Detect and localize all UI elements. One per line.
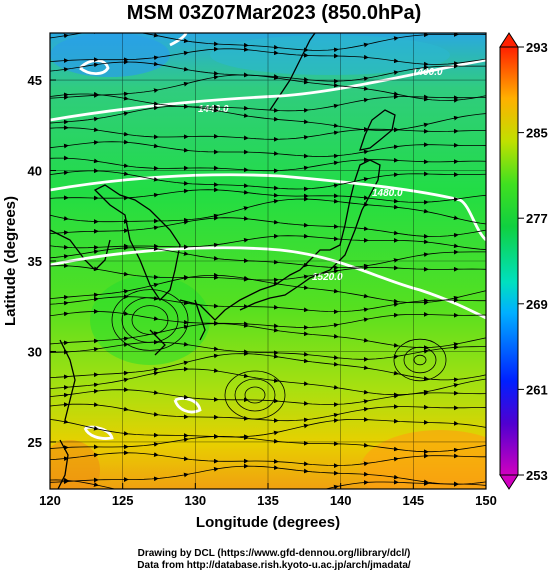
wind-arrow <box>453 342 459 347</box>
contour-label: 1440.0 <box>198 104 229 115</box>
streamline <box>50 479 486 489</box>
contour-label: 1400.0 <box>412 67 443 78</box>
wind-arrow <box>333 103 339 109</box>
wind-arrow <box>273 430 279 436</box>
contour-label: 1480.0 <box>372 188 403 199</box>
colorbar-tick-label: 285 <box>526 126 548 141</box>
colorbar-max-arrow <box>499 32 519 48</box>
colorbar-min-arrow <box>499 474 519 490</box>
x-tick-label: 130 <box>184 493 206 508</box>
y-tick-label: 35 <box>28 254 42 269</box>
wind-arrow <box>123 289 129 294</box>
colorbar-tick-label: 269 <box>526 297 548 312</box>
wind-arrow <box>363 149 369 155</box>
wind-arrow <box>243 275 249 281</box>
wind-arrow <box>123 488 129 489</box>
wind-arrow <box>93 482 99 487</box>
wind-arrow <box>333 484 339 489</box>
wind-arrow <box>153 176 159 182</box>
swirl <box>403 346 437 374</box>
wind-arrow <box>153 88 159 93</box>
wind-arrow <box>305 493 308 494</box>
y-tick-label: 25 <box>28 435 42 450</box>
wind-arrow <box>303 274 309 280</box>
colorbar-tick-label: 277 <box>526 211 548 226</box>
colorbar: 293 285 277 269 261 253 <box>499 32 548 490</box>
x-tick-label: 120 <box>39 493 61 508</box>
wind-arrow <box>243 206 249 211</box>
x-tick-label: 145 <box>402 493 424 508</box>
x-tick-label: 135 <box>257 493 279 508</box>
x-tick-label: 125 <box>112 493 134 508</box>
wind-arrow <box>153 367 159 372</box>
x-tick-label: 150 <box>475 493 497 508</box>
y-axis-label: Latitude (degrees) <box>2 196 19 326</box>
credit-line-2: Data from http://database.rish.kyoto-u.a… <box>137 560 411 571</box>
wind-arrow <box>423 122 429 128</box>
wind-arrow <box>333 183 339 188</box>
colorbar-tick-label: 261 <box>526 382 548 397</box>
swirl <box>224 370 286 420</box>
wind-arrow <box>153 282 159 288</box>
x-tick-label: 140 <box>330 493 352 508</box>
wind-arrow <box>453 215 459 221</box>
wind-arrow <box>393 91 399 97</box>
wind-arrow <box>123 171 129 177</box>
wind-arrow <box>453 115 459 121</box>
wind-arrow <box>393 70 399 76</box>
swirl <box>234 378 276 412</box>
wind-arrow <box>183 66 189 72</box>
wind-arrow <box>183 472 189 478</box>
height-contours <box>50 33 486 440</box>
wind-arrow <box>303 423 309 429</box>
x-axis-label: Longitude (degrees) <box>196 514 340 531</box>
wind-arrow <box>363 42 369 48</box>
swirl <box>244 386 266 404</box>
graticule <box>50 33 486 489</box>
y-tick-label: 30 <box>28 344 42 359</box>
wind-arrow <box>183 360 189 366</box>
wind-arrow <box>363 76 369 82</box>
y-tick-label: 40 <box>28 164 42 179</box>
colorbar-tick-label: 293 <box>526 40 548 55</box>
page-title: MSM 03Z07Mar2023 (850.0hPa) <box>126 2 422 24</box>
wind-arrow <box>363 176 369 182</box>
swirl <box>413 354 427 366</box>
wind-arrow <box>63 419 69 424</box>
wind-arrow <box>123 377 129 383</box>
wind-arrow <box>93 425 99 431</box>
wind-arrow <box>183 251 189 256</box>
swirl <box>131 305 169 335</box>
wind-arrow <box>213 107 219 113</box>
wind-arrow <box>123 111 129 116</box>
wind-arrow <box>393 354 399 360</box>
wind-arrow <box>93 266 99 272</box>
swirl <box>111 289 189 351</box>
contour-label: 1520.0 <box>312 272 343 283</box>
wind-arrow <box>123 95 129 101</box>
wind-arrow <box>183 219 189 225</box>
credit-line-1: Drawing by DCL (https://www.gfd-dennou.o… <box>137 548 411 559</box>
x-axis: 120 125 130 135 140 145 150 <box>39 483 497 508</box>
y-tick-label: 45 <box>28 73 42 88</box>
wind-arrow <box>153 370 159 376</box>
wind-arrow <box>123 406 129 412</box>
swirl <box>393 338 447 382</box>
wind-arrow <box>363 399 369 404</box>
wind-arrow <box>333 412 339 418</box>
wind-arrow <box>153 33 159 38</box>
colorbar-tick-label: 253 <box>526 468 548 483</box>
wind-arrow <box>363 317 369 323</box>
y-axis: 25 30 35 40 45 <box>28 73 56 450</box>
wind-arrow <box>423 208 429 214</box>
wind-arrow <box>363 293 369 299</box>
wind-arrow <box>393 258 399 263</box>
wind-arrow <box>393 370 399 376</box>
wind-arrow <box>453 383 459 388</box>
wind-arrow <box>243 373 249 379</box>
wind-arrow <box>363 337 369 343</box>
wind-arrow <box>183 81 189 87</box>
swirl <box>121 297 179 343</box>
